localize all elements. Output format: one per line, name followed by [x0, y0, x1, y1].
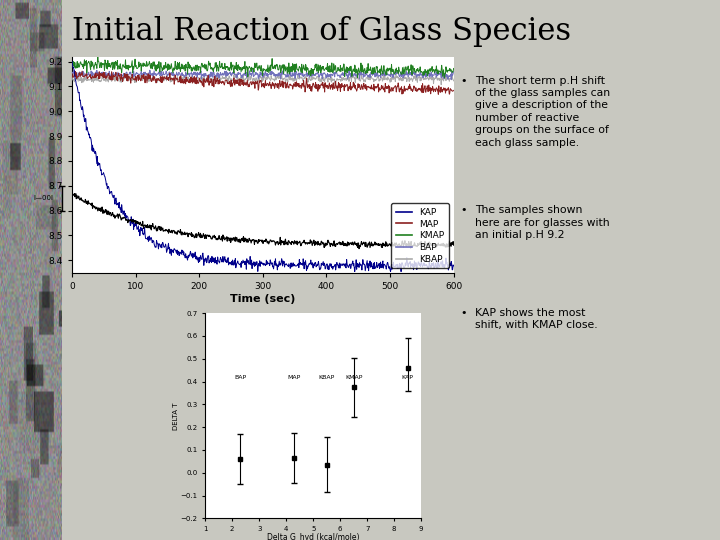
Text: Initial Reaction of Glass Species: Initial Reaction of Glass Species [72, 16, 571, 47]
Y-axis label: DELTA T: DELTA T [173, 402, 179, 429]
Text: The short term p.H shift
of the glass samples can
give a description of the
numb: The short term p.H shift of the glass sa… [475, 76, 611, 147]
Text: MAP: MAP [288, 375, 301, 380]
Text: •: • [461, 308, 467, 318]
Text: KMAP: KMAP [345, 375, 362, 380]
Text: BAP: BAP [234, 375, 246, 380]
Text: KAP: KAP [402, 375, 413, 380]
Text: I—00I: I—00I [33, 195, 53, 201]
Legend: KAP, MAP, KMAP, BAP, KBAP: KAP, MAP, KMAP, BAP, KBAP [392, 204, 449, 268]
X-axis label: Delta G_hyd (kcal/mole): Delta G_hyd (kcal/mole) [267, 534, 359, 540]
Text: The samples shown
here are for glasses with
an initial p.H 9.2: The samples shown here are for glasses w… [475, 205, 610, 240]
Text: KAP shows the most
shift, with KMAP close.: KAP shows the most shift, with KMAP clos… [475, 308, 598, 330]
Text: KBAP: KBAP [318, 375, 335, 380]
Text: •: • [461, 205, 467, 215]
X-axis label: Time (sec): Time (sec) [230, 294, 295, 303]
Text: •: • [461, 76, 467, 86]
